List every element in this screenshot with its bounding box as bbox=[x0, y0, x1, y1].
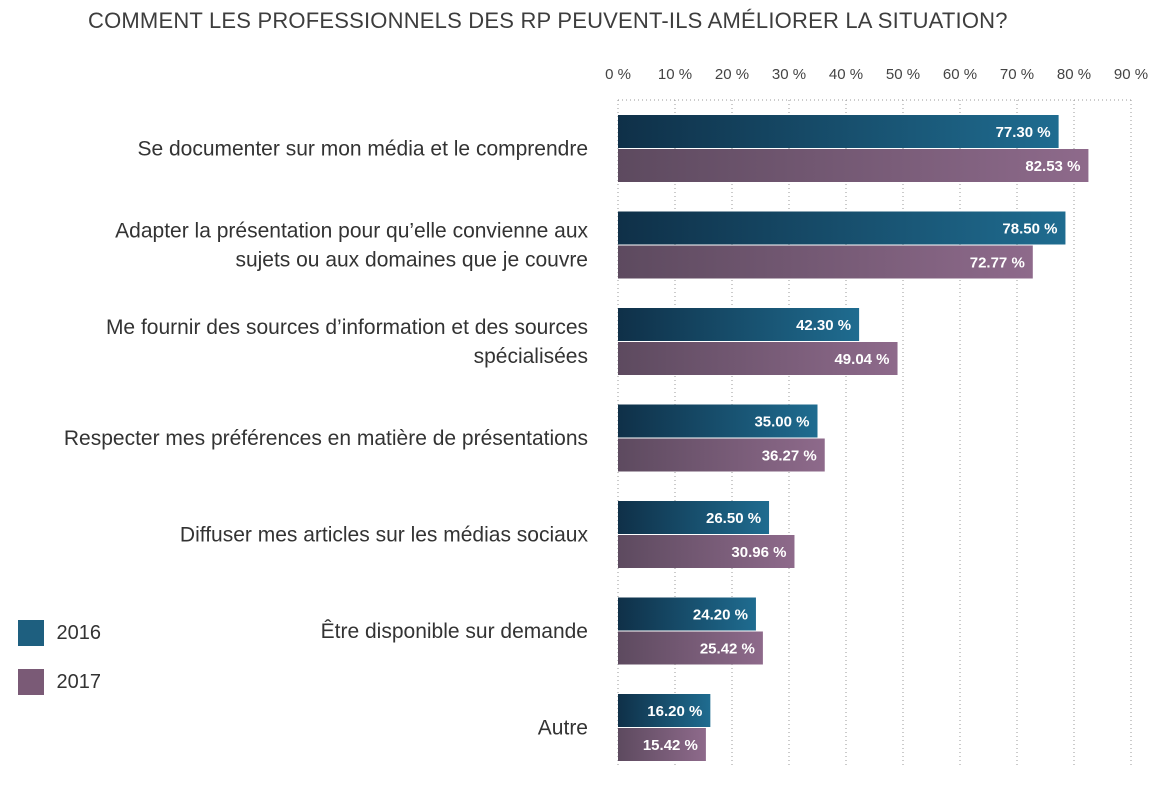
data-label-2017: 36.27 % bbox=[762, 448, 817, 465]
data-label-2017: 49.04 % bbox=[834, 351, 889, 368]
bar-2017 bbox=[618, 438, 825, 472]
data-label-2017: 72.77 % bbox=[970, 255, 1025, 272]
category-label: Diffuser mes articles sur les médias soc… bbox=[180, 524, 589, 547]
x-tick-label: 10 % bbox=[658, 66, 692, 83]
data-label-2016: 78.50 % bbox=[1002, 221, 1057, 238]
legend-swatch-2016 bbox=[18, 620, 44, 646]
data-label-2016: 16.20 % bbox=[647, 703, 702, 720]
data-label-2016: 77.30 % bbox=[996, 124, 1051, 141]
x-tick-label: 60 % bbox=[943, 66, 977, 83]
data-label-2017: 82.53 % bbox=[1025, 158, 1080, 175]
x-tick-label: 40 % bbox=[829, 66, 863, 83]
x-tick-label: 80 % bbox=[1057, 66, 1091, 83]
category-label: Adapter la présentation pour qu’elle con… bbox=[115, 220, 588, 243]
x-tick-label: 70 % bbox=[1000, 66, 1034, 83]
category-label: spécialisées bbox=[474, 345, 588, 368]
bar-2016 bbox=[618, 404, 818, 438]
bar-2017 bbox=[618, 149, 1089, 182]
legend-label-2016: 2016 bbox=[56, 621, 101, 644]
x-tick-label: 30 % bbox=[772, 66, 806, 83]
category-label: Autre bbox=[538, 717, 588, 740]
bar-2017 bbox=[618, 631, 763, 665]
category-label: sujets ou aux domaines que je couvre bbox=[235, 249, 588, 272]
data-label-2016: 42.30 % bbox=[796, 317, 851, 334]
bar-2016 bbox=[618, 115, 1059, 148]
data-label-2016: 24.20 % bbox=[693, 607, 748, 624]
bar-2016 bbox=[618, 308, 860, 341]
bar-2017 bbox=[618, 728, 706, 761]
bar-2016 bbox=[618, 211, 1066, 245]
bar-2017 bbox=[618, 535, 795, 568]
bar-2016 bbox=[618, 501, 770, 534]
legend-label-2017: 2017 bbox=[56, 670, 101, 693]
x-tick-label: 20 % bbox=[715, 66, 749, 83]
x-tick-label: 90 % bbox=[1114, 66, 1148, 83]
data-label-2016: 35.00 % bbox=[754, 414, 809, 431]
legend-item-2016: 2016 bbox=[18, 620, 101, 646]
bar-2016 bbox=[618, 694, 711, 727]
category-label: Me fournir des sources d’information et … bbox=[106, 316, 588, 339]
data-label-2016: 26.50 % bbox=[706, 510, 761, 527]
legend-swatch-2017 bbox=[18, 669, 44, 695]
data-label-2017: 25.42 % bbox=[700, 641, 755, 658]
category-label: Être disponible sur demande bbox=[321, 620, 588, 643]
bar-2016 bbox=[618, 597, 756, 631]
bar-2017 bbox=[618, 245, 1033, 279]
x-tick-label: 0 % bbox=[605, 66, 631, 83]
data-label-2017: 30.96 % bbox=[731, 544, 786, 561]
legend-item-2017: 2017 bbox=[18, 669, 101, 695]
chart-title: COMMENT LES PROFESSIONNELS DES RP PEUVEN… bbox=[88, 8, 1008, 33]
data-label-2017: 15.42 % bbox=[643, 737, 698, 754]
bar-2017 bbox=[618, 342, 898, 375]
category-label: Se documenter sur mon média et le compre… bbox=[137, 138, 588, 161]
category-label: Respecter mes préférences en matière de … bbox=[64, 427, 588, 450]
x-tick-label: 50 % bbox=[886, 66, 920, 83]
